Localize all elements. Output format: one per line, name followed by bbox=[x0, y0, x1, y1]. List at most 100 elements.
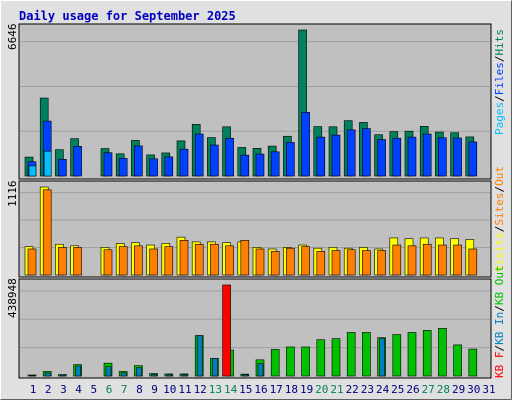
bar-kb-in-day-12 bbox=[196, 335, 203, 377]
bar-kb-in-day-7 bbox=[120, 372, 127, 377]
bar-kb-in-day-9 bbox=[151, 374, 157, 377]
bar-kb-in-day-1 bbox=[29, 375, 36, 377]
panel-kbytes: 438948 KB F/KB In/KB Out bbox=[6, 265, 506, 379]
x-axis-day-labels: 1 2 3 4 5 6 7 8 9 10 11 12 13 14 15 16 17 18 19 20 21 22 23 24 2… bbox=[30, 383, 496, 396]
bar-files-day-22 bbox=[346, 129, 356, 177]
bar-kb-out-day-18 bbox=[286, 346, 295, 377]
x-label-day-7: 7 bbox=[121, 383, 128, 396]
bar-files-day-12 bbox=[194, 133, 204, 177]
bar-kb-in-day-4 bbox=[75, 365, 81, 377]
svg-text:Pages/Files/Hits: Pages/Files/Hits bbox=[493, 29, 506, 135]
bar-sites-day-15 bbox=[240, 240, 250, 276]
bar-kb-in-day-24 bbox=[379, 338, 385, 377]
x-label-day-22: 22 bbox=[346, 383, 359, 396]
bar-kb-in-day-10 bbox=[166, 374, 173, 377]
bar-kb-out-day-19 bbox=[301, 346, 310, 377]
legend-kb-f: KB F bbox=[493, 352, 506, 379]
bar-kb-out-day-27 bbox=[422, 330, 432, 377]
x-label-day-29: 29 bbox=[452, 383, 465, 396]
bar-files-day-29 bbox=[453, 137, 462, 177]
bar-kb-out-day-29 bbox=[453, 344, 462, 377]
bar-kb-out-day-28 bbox=[438, 328, 447, 377]
bar-sites-day-20 bbox=[316, 251, 326, 276]
bar-sites-day-13 bbox=[210, 243, 219, 276]
bar-kb-out-day-22 bbox=[346, 332, 356, 377]
bar-files-day-21 bbox=[331, 134, 341, 177]
bar-sites-day-26 bbox=[407, 245, 417, 276]
bar-files-day-9 bbox=[149, 158, 158, 177]
x-label-day-1: 1 bbox=[30, 383, 37, 396]
svg-text:Visits/Sites/Out: Visits/Sites/Out bbox=[493, 166, 506, 272]
bar-sites-day-21 bbox=[331, 250, 341, 276]
x-label-day-6: 6 bbox=[106, 383, 113, 396]
bar-files-day-3 bbox=[58, 159, 67, 177]
x-label-day-17: 17 bbox=[270, 383, 283, 396]
x-label-day-18: 18 bbox=[285, 383, 298, 396]
x-label-day-19: 19 bbox=[300, 383, 313, 396]
bar-files-day-4 bbox=[73, 146, 82, 177]
bar-files-day-27 bbox=[422, 133, 432, 177]
bar-files-day-7 bbox=[118, 158, 128, 177]
bar-sites-day-25 bbox=[392, 244, 402, 276]
x-label-day-21: 21 bbox=[330, 383, 343, 396]
bar-kb-in-day-2 bbox=[44, 372, 51, 377]
bar-sites-day-27 bbox=[422, 243, 432, 276]
bar-kb-in-day-6 bbox=[105, 366, 112, 377]
bar-kb-in-day-3 bbox=[60, 374, 66, 377]
bar-sites-day-12 bbox=[194, 243, 204, 276]
bar-files-day-28 bbox=[438, 137, 447, 177]
bar-sites-day-30 bbox=[468, 248, 478, 276]
legend-files: Files bbox=[493, 62, 506, 95]
panel-visits-sites: 1116 Visits/Sites/Out bbox=[6, 166, 506, 278]
legend-kb-in: KB In bbox=[493, 312, 506, 345]
bar-kb-out-day-17 bbox=[270, 349, 280, 377]
x-label-day-11: 11 bbox=[178, 383, 191, 396]
bar-sites-day-22 bbox=[346, 249, 356, 276]
bar-sites-day-14 bbox=[225, 245, 234, 276]
panel-hits-files-pages: 6646 Pages/Files/Hits bbox=[6, 23, 506, 180]
x-label-day-3: 3 bbox=[60, 383, 67, 396]
bar-sites-day-11 bbox=[179, 240, 189, 276]
bar-sites-day-1 bbox=[27, 248, 37, 276]
x-label-day-12: 12 bbox=[194, 383, 207, 396]
x-label-day-15: 15 bbox=[239, 383, 252, 396]
legend-pages: Pages bbox=[493, 102, 506, 135]
bar-pages-day-1 bbox=[28, 165, 37, 177]
legend-middle: Visits/Sites/Out bbox=[493, 166, 506, 272]
middle-y-tick-label: 1116 bbox=[6, 181, 19, 208]
bar-sites-day-10 bbox=[164, 246, 174, 276]
bar-kb-in-day-13 bbox=[212, 358, 218, 377]
svg-text:KB F/KB In/KB Out: KB F/KB In/KB Out bbox=[493, 265, 506, 378]
bar-files-day-11 bbox=[179, 148, 189, 177]
bar-kb-out-day-21 bbox=[331, 338, 341, 377]
bar-kb-f-day-14 bbox=[222, 284, 231, 377]
bar-kb-out-day-23 bbox=[362, 332, 371, 377]
x-label-day-26: 26 bbox=[406, 383, 419, 396]
x-label-day-14: 14 bbox=[224, 383, 238, 396]
x-label-day-28: 28 bbox=[437, 383, 450, 396]
bar-kb-out-day-25 bbox=[392, 334, 402, 377]
x-label-day-9: 9 bbox=[151, 383, 158, 396]
legend-out: Out bbox=[493, 166, 506, 186]
bar-kb-out-day-26 bbox=[407, 332, 417, 377]
bar-pages-day-2 bbox=[43, 150, 52, 177]
bar-kb-in-day-15 bbox=[242, 374, 249, 377]
chart-title: Daily usage for September 2025 bbox=[19, 9, 236, 23]
bar-sites-day-6 bbox=[103, 249, 113, 276]
bar-sites-day-2 bbox=[42, 189, 52, 276]
bar-files-day-17 bbox=[270, 151, 280, 177]
x-label-day-2: 2 bbox=[45, 383, 52, 396]
bar-sites-day-8 bbox=[134, 245, 143, 276]
legend-kb-out: KB Out bbox=[493, 265, 506, 305]
bar-files-day-8 bbox=[134, 145, 143, 177]
bar-files-day-23 bbox=[362, 128, 371, 177]
bar-sites-day-24 bbox=[377, 250, 386, 276]
bar-files-day-10 bbox=[164, 156, 174, 177]
bar-sites-day-29 bbox=[453, 244, 462, 276]
bar-files-day-16 bbox=[255, 153, 265, 177]
bar-files-day-26 bbox=[407, 136, 417, 177]
bar-kb-in-day-16 bbox=[257, 363, 264, 377]
x-label-day-16: 16 bbox=[254, 383, 267, 396]
bar-kb-in-day-11 bbox=[181, 374, 188, 377]
x-label-day-4: 4 bbox=[75, 383, 82, 396]
